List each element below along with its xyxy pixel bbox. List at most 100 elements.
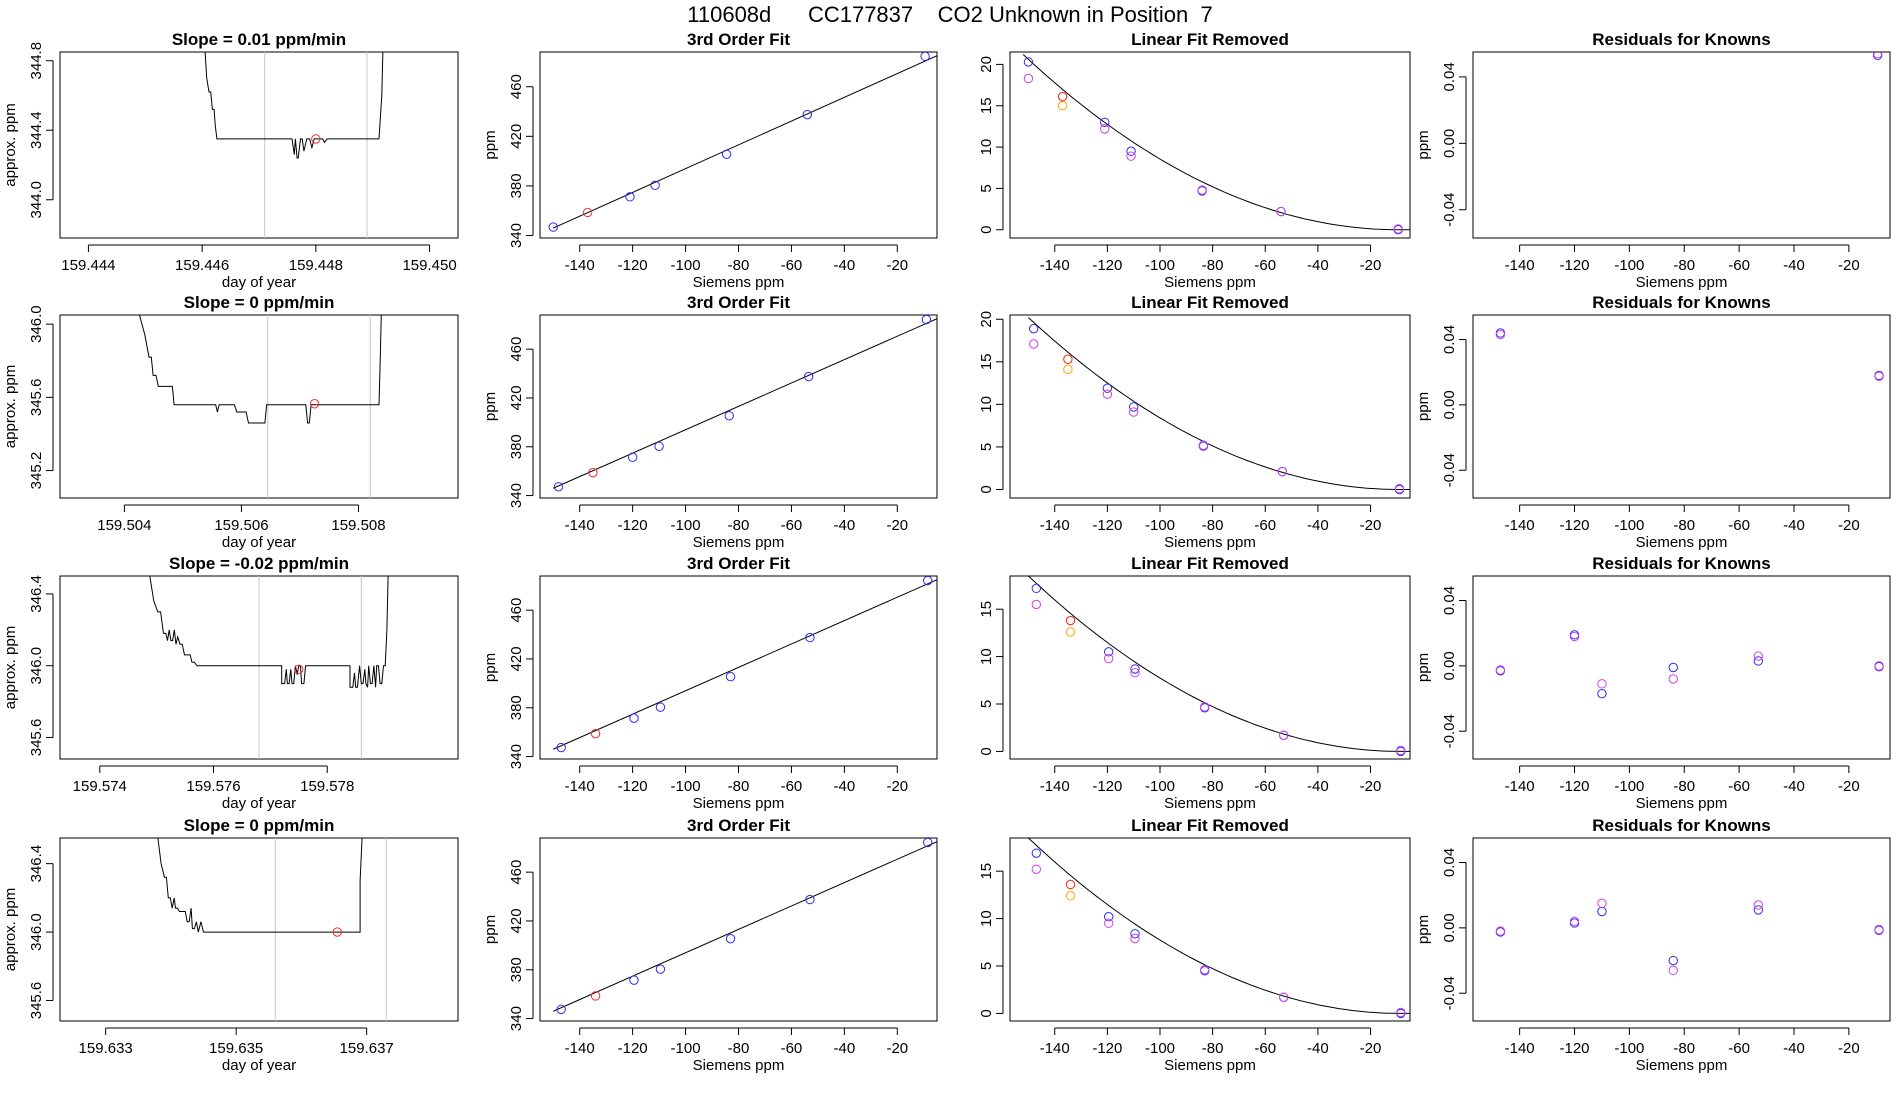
x-tick-label: -100 xyxy=(1145,1040,1175,1057)
y-tick-label: 420 xyxy=(508,124,525,149)
x-tick-label: 159.448 xyxy=(289,257,343,274)
x-axis-label: day of year xyxy=(222,1057,296,1074)
x-tick-label: 159.504 xyxy=(97,517,151,534)
x-tick-label: -40 xyxy=(1307,1040,1329,1057)
fit-line xyxy=(553,579,937,750)
plot-area xyxy=(1028,576,1410,757)
data-point xyxy=(1065,879,1076,890)
y-tick-label: 0.00 xyxy=(1441,651,1458,680)
x-tick-label: -100 xyxy=(1145,778,1175,795)
x-tick-label: -80 xyxy=(728,517,750,534)
panel-title: Slope = -0.02 ppm/min xyxy=(169,554,349,573)
plot-frame xyxy=(1472,51,1891,239)
x-tick-label: -140 xyxy=(1040,778,1070,795)
x-tick-label: -140 xyxy=(1505,778,1535,795)
data-point xyxy=(1874,661,1884,671)
x-tick-label: -140 xyxy=(1505,517,1535,534)
data-point xyxy=(1277,466,1288,477)
data-point xyxy=(1393,224,1403,234)
plot-area xyxy=(204,52,384,238)
x-axis-label: Siemens ppm xyxy=(693,534,785,551)
x-tick-label: -20 xyxy=(886,517,908,534)
data-point xyxy=(1200,702,1210,712)
data-point xyxy=(1028,323,1039,334)
data-point xyxy=(1872,52,1883,59)
plot-frame xyxy=(539,51,938,239)
y-tick-label: 10 xyxy=(978,139,995,156)
x-tick-label: -120 xyxy=(618,1040,648,1057)
data-point xyxy=(1668,965,1678,976)
x-tick-label: 159.450 xyxy=(402,257,456,274)
x-axis-label: Siemens ppm xyxy=(1636,1057,1728,1074)
y-tick-label: -0.04 xyxy=(1441,714,1458,748)
panel-r3-lin: Linear Fit Removed -140 -120 -100 -80 -60 -40 -… xyxy=(978,554,1411,812)
y-tick-label: 5 xyxy=(978,184,995,192)
x-tick-label: 159.444 xyxy=(61,257,115,274)
trace-line xyxy=(149,576,389,688)
panel-r4-trace: Slope = 0 ppm/min 159.633 159.635 159.637 da… xyxy=(2,816,459,1074)
x-tick-label: -120 xyxy=(1559,257,1589,274)
y-axis-label: ppm xyxy=(482,915,499,944)
panel-r2-trace: Slope = 0 ppm/min 159.504 159.506 159.508 da… xyxy=(2,293,459,551)
x-tick-label: -120 xyxy=(618,517,648,534)
x-tick-label: 159.637 xyxy=(340,1040,394,1057)
x-tick-label: -120 xyxy=(1092,517,1122,534)
x-tick-label: -120 xyxy=(1559,517,1589,534)
y-axis-label: approx. ppm xyxy=(2,365,19,448)
x-tick-label: -80 xyxy=(1202,517,1224,534)
data-point xyxy=(1753,900,1764,910)
data-point xyxy=(1597,898,1607,909)
x-tick-label: -140 xyxy=(565,517,595,534)
x-tick-label: -140 xyxy=(1040,1040,1070,1057)
data-point xyxy=(332,927,342,937)
plot-frame xyxy=(1009,837,1411,1022)
x-tick-label: -80 xyxy=(1673,1040,1695,1057)
panel-title: 3rd Order Fit xyxy=(687,554,790,573)
plot-frame xyxy=(1472,837,1891,1022)
panel-r3-fit: 3rd Order Fit -140 -120 -100 -80 -60 -40 -20 Sie… xyxy=(482,554,938,812)
x-tick-label: 159.506 xyxy=(214,517,268,534)
y-tick-label: 420 xyxy=(508,385,525,410)
x-axis-label: Siemens ppm xyxy=(1164,1057,1256,1074)
x-tick-label: -100 xyxy=(1614,517,1644,534)
x-tick-label: -40 xyxy=(1783,257,1805,274)
data-point xyxy=(1102,389,1113,399)
y-tick-label: 345.2 xyxy=(28,452,45,490)
x-tick-label: -40 xyxy=(834,1040,856,1057)
data-point xyxy=(1495,926,1506,936)
panel-r3-res: Residuals for Knowns -140 -120 -100 -80 -60 -4… xyxy=(1415,554,1891,812)
panel-title: Slope = 0.01 ppm/min xyxy=(172,30,346,49)
data-point xyxy=(1065,615,1076,626)
plot-frame xyxy=(539,575,938,760)
data-point xyxy=(311,134,321,144)
data-point xyxy=(1495,665,1506,675)
plot-area xyxy=(1028,317,1410,495)
panel-title: Linear Fit Removed xyxy=(1131,554,1289,573)
x-tick-label: -120 xyxy=(1092,1040,1122,1057)
y-axis-label: approx. ppm xyxy=(2,103,19,186)
data-point xyxy=(1063,354,1073,364)
x-tick-label: -60 xyxy=(781,517,803,534)
data-point xyxy=(921,315,932,325)
plot-area xyxy=(553,838,937,1015)
panel-r3-trace: Slope = -0.02 ppm/min 159.574 159.576 159.5… xyxy=(2,554,459,812)
data-point xyxy=(556,742,566,753)
panel-title: Linear Fit Removed xyxy=(1131,30,1289,49)
y-tick-label: 346.0 xyxy=(28,305,45,343)
data-point xyxy=(590,728,601,739)
plot-area xyxy=(1872,52,1883,61)
plot-area xyxy=(1495,328,1884,381)
data-point xyxy=(650,180,660,191)
x-tick-label: -20 xyxy=(886,778,908,795)
data-point xyxy=(655,964,666,974)
plot-area xyxy=(553,315,937,492)
y-tick-label: 10 xyxy=(978,648,995,665)
y-tick-label: 460 xyxy=(508,337,525,362)
y-tick-label: 345.6 xyxy=(28,719,45,757)
data-point xyxy=(1102,383,1113,393)
y-tick-label: 460 xyxy=(508,860,525,885)
data-point xyxy=(629,975,639,985)
panel-r1-trace: Slope = 0.01 ppm/min 159.444 159.446 159.44… xyxy=(2,30,459,291)
x-tick-label: 159.574 xyxy=(73,778,127,795)
data-point xyxy=(1668,674,1678,684)
